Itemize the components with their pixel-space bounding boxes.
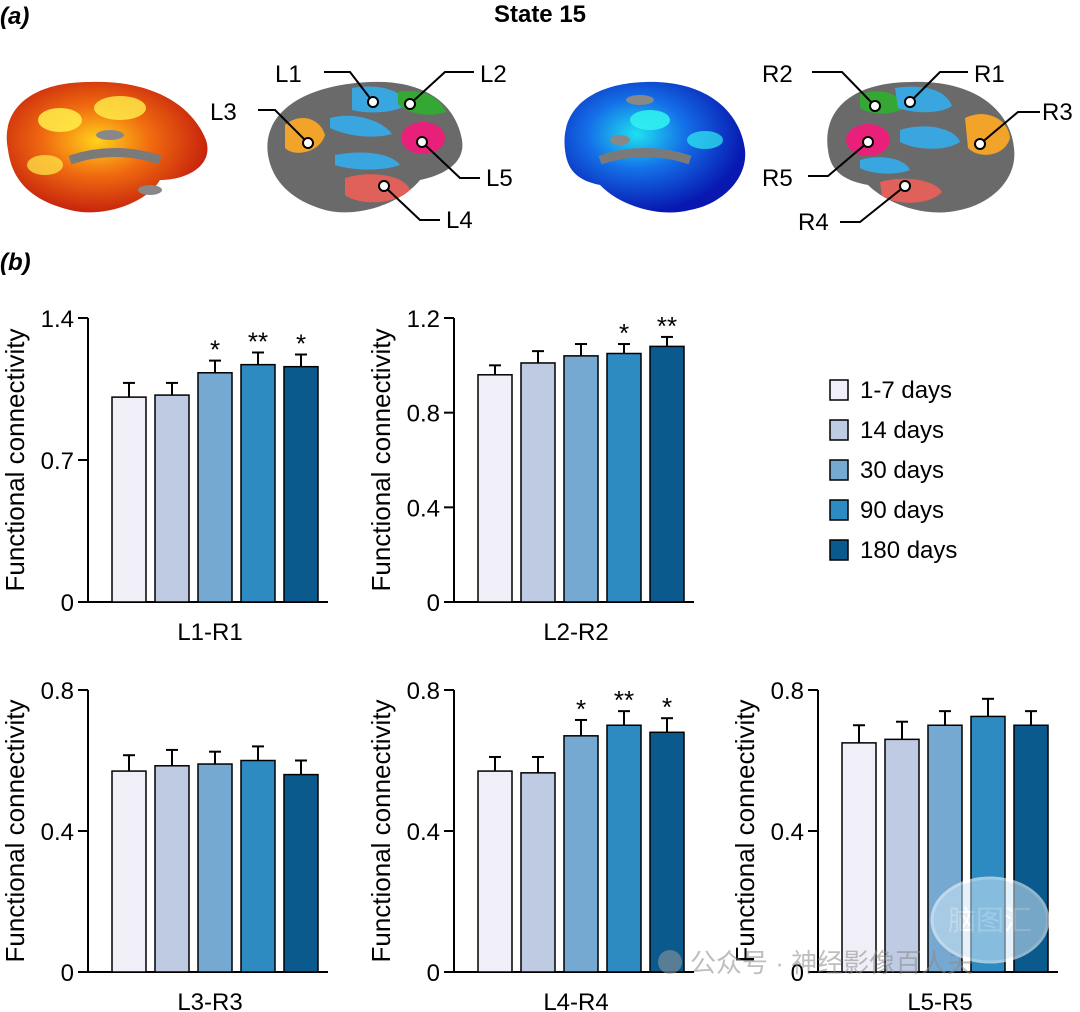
y-tick-label: 0 xyxy=(791,960,804,987)
bar-180-days xyxy=(649,345,685,603)
legend-swatch-1 xyxy=(829,419,849,441)
y-tick-label: 0.4 xyxy=(771,819,804,846)
brain-right-regions xyxy=(827,81,1015,213)
legend-label-0: 1-7 days xyxy=(860,377,952,404)
label-L1: L1 xyxy=(275,61,302,88)
y-axis-label: Functional connectivity xyxy=(0,699,30,962)
legend-swatch-2 xyxy=(829,459,849,481)
label-R5: R5 xyxy=(762,165,793,192)
panel-b-label: (b) xyxy=(0,249,31,276)
panel-a-label: (a) xyxy=(0,3,29,30)
label-R4: R4 xyxy=(798,209,829,236)
label-R2: R2 xyxy=(762,61,793,88)
bar-30-days xyxy=(197,372,233,603)
bar-14-days xyxy=(520,362,556,603)
brain-right-cold-map xyxy=(564,81,746,213)
label-L5: L5 xyxy=(486,165,513,192)
y-tick-label: 1.2 xyxy=(407,306,440,333)
bar-1-7-days xyxy=(111,396,147,603)
callouts-left xyxy=(258,71,480,221)
bar-30-days xyxy=(563,735,599,973)
panel-a-title: State 15 xyxy=(494,1,586,28)
y-axis-label: Functional connectivity xyxy=(0,328,30,591)
x-axis-label: L5-R5 xyxy=(907,989,972,1012)
x-axis-label: L3-R3 xyxy=(177,989,242,1012)
bar-90-days xyxy=(606,724,642,973)
bar-1-7-days xyxy=(477,770,513,973)
bar-1-7-days xyxy=(841,742,877,973)
watermark-logo-text: 脑图汇 xyxy=(948,905,1032,936)
bar-14-days xyxy=(520,772,556,973)
label-L2: L2 xyxy=(480,61,507,88)
legend-label-1: 14 days xyxy=(860,417,944,444)
bar-14-days xyxy=(884,738,920,973)
significance-marker: * xyxy=(662,692,672,722)
y-axis-label: Functional connectivity xyxy=(366,328,396,591)
bar-180-days xyxy=(283,365,319,603)
bar-90-days xyxy=(606,352,642,603)
label-R3: R3 xyxy=(1042,99,1073,126)
callouts-right xyxy=(808,71,1040,223)
y-tick-label: 0.8 xyxy=(407,401,440,428)
bar-180-days xyxy=(649,731,685,973)
y-tick-label: 0 xyxy=(61,590,74,617)
callout-dots-left xyxy=(302,96,428,192)
legend-swatch-0 xyxy=(829,379,849,401)
significance-marker: * xyxy=(296,329,306,359)
y-tick-label: 0.8 xyxy=(407,678,440,705)
significance-marker: * xyxy=(619,318,629,348)
y-axis-label: Functional connectivity xyxy=(366,699,396,962)
x-axis-label: L1-R1 xyxy=(177,619,242,646)
significance-marker: * xyxy=(576,694,586,724)
x-axis-label: L4-R4 xyxy=(543,989,608,1012)
x-axis-label: L2-R2 xyxy=(543,619,608,646)
y-tick-label: 0 xyxy=(427,960,440,987)
y-tick-label: 0.4 xyxy=(41,819,74,846)
watermark-logo xyxy=(930,876,1050,964)
bar-180-days xyxy=(283,773,319,973)
bar-90-days xyxy=(240,363,276,603)
label-L3: L3 xyxy=(210,99,237,126)
legend: 1-7 days 14 days 30 days 90 days 180 day… xyxy=(829,377,957,564)
chart-L3-R3: 0 0.4 0.8 Functional connectivity L3-R3 xyxy=(0,678,328,1012)
bar-1-7-days xyxy=(111,770,147,973)
y-tick-label: 0.4 xyxy=(407,819,440,846)
y-tick-label: 0.8 xyxy=(771,678,804,705)
legend-label-3: 90 days xyxy=(860,497,944,524)
bar-14-days xyxy=(154,765,190,973)
brain-left-hot-map xyxy=(6,81,208,213)
wechat-icon xyxy=(658,950,682,974)
significance-marker: ** xyxy=(248,326,268,356)
y-tick-label: 1.4 xyxy=(41,306,74,333)
bar-14-days xyxy=(154,394,190,603)
bar-30-days xyxy=(197,763,233,973)
y-tick-label: 0.8 xyxy=(41,678,74,705)
legend-swatch-3 xyxy=(829,499,849,521)
y-axis-label: Functional connectivity xyxy=(730,699,760,962)
callout-dots-right xyxy=(862,96,986,192)
brain-left-regions xyxy=(267,81,463,213)
label-R1: R1 xyxy=(974,61,1005,88)
legend-label-2: 30 days xyxy=(860,457,944,484)
legend-swatch-4 xyxy=(829,539,849,561)
label-L4: L4 xyxy=(446,207,473,234)
y-tick-label: 0 xyxy=(427,590,440,617)
legend-label-4: 180 days xyxy=(860,537,957,564)
y-tick-label: 0.4 xyxy=(407,495,440,522)
y-tick-label: 0 xyxy=(61,960,74,987)
watermark: 公众号 · 神经影像百人夫 脑图汇 xyxy=(658,876,1050,978)
significance-marker: * xyxy=(210,335,220,365)
bar-1-7-days xyxy=(477,374,513,603)
significance-marker: ** xyxy=(657,311,677,341)
bar-90-days xyxy=(240,759,276,973)
y-tick-label: 0.7 xyxy=(41,448,74,475)
bar-30-days xyxy=(563,355,599,603)
significance-marker: ** xyxy=(614,685,634,715)
watermark-text: 公众号 · 神经影像百人夫 xyxy=(690,948,973,978)
